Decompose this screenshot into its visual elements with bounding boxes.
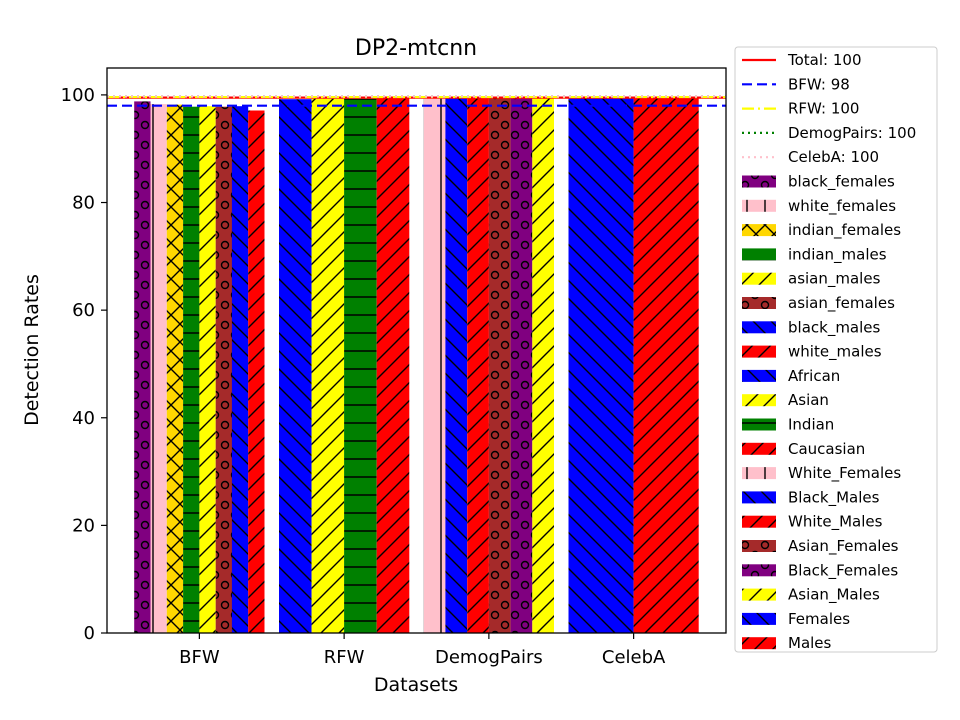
x-axis: BFW RFW DemogPairs CelebA bbox=[179, 633, 666, 668]
legend-label: indian_females bbox=[788, 221, 901, 240]
x-tick-label: DemogPairs bbox=[435, 647, 543, 668]
legend-label: asian_females bbox=[788, 294, 895, 313]
y-tick-label: 20 bbox=[72, 515, 95, 536]
bar-rfw-caucasian bbox=[376, 98, 410, 634]
legend-label: Asian bbox=[788, 391, 829, 409]
bar-demogpairs-asian-females bbox=[488, 97, 511, 634]
legend-swatch-african bbox=[742, 369, 776, 382]
legend-swatch-white-males bbox=[742, 515, 776, 528]
bar-demogpairs-black-males bbox=[445, 98, 468, 634]
bar-rfw-african bbox=[279, 99, 312, 633]
x-axis-label: Datasets bbox=[374, 674, 458, 696]
y-axis-label: Detection Rates bbox=[21, 274, 43, 426]
legend-swatch-asian-females bbox=[742, 297, 776, 309]
chart-title: DP2-mtcnn bbox=[355, 36, 477, 61]
legend-swatch-caucasian bbox=[742, 442, 776, 455]
bar-demogpairs-black-females bbox=[510, 97, 533, 634]
x-tick-label: CelebA bbox=[602, 647, 666, 668]
y-tick-label: 100 bbox=[61, 85, 95, 106]
legend-label: white_males bbox=[788, 343, 882, 362]
x-tick-label: BFW bbox=[179, 647, 220, 668]
bar-bfw-black-males bbox=[231, 106, 249, 633]
legend-label: RFW: 100 bbox=[788, 100, 859, 118]
legend-label: White_Females bbox=[788, 464, 901, 483]
legend-label: DemogPairs: 100 bbox=[788, 124, 916, 142]
bar-demogpairs-asian-males bbox=[532, 97, 554, 634]
bar-bfw-black-females bbox=[134, 101, 151, 633]
plot-area bbox=[106, 67, 727, 634]
legend-swatch-black-females bbox=[742, 564, 776, 577]
y-axis: 0 20 40 60 80 100 bbox=[61, 85, 107, 644]
bar-demogpairs-white-females bbox=[423, 98, 446, 633]
legend-label: indian_males bbox=[788, 245, 887, 264]
legend-label: White_Males bbox=[788, 513, 883, 532]
bar-bfw-asian-males bbox=[199, 106, 216, 633]
legend-label: Black_Males bbox=[788, 488, 880, 507]
legend-swatch-indian-females bbox=[742, 224, 776, 237]
legend-swatch-indian-males bbox=[742, 248, 776, 261]
legend-label: CelebA: 100 bbox=[788, 148, 879, 166]
legend-swatch-white-females bbox=[742, 467, 776, 480]
legend: Total: 100 BFW: 98 RFW: 100 DemogPairs: 100… bbox=[734, 46, 938, 653]
y-tick-label: 40 bbox=[72, 408, 95, 429]
legend-label: Total: 100 bbox=[787, 51, 861, 69]
plot-frame bbox=[106, 67, 727, 634]
legend-label: black_females bbox=[788, 173, 895, 192]
bar-rfw-asian bbox=[311, 98, 345, 633]
bar-demogpairs-white-males bbox=[467, 98, 489, 634]
legend-label: BFW: 98 bbox=[788, 75, 850, 93]
legend-label: Males bbox=[788, 634, 832, 652]
bar-bfw-indian-females bbox=[166, 104, 184, 634]
legend-swatch-males bbox=[742, 637, 776, 650]
legend-label: Indian bbox=[788, 416, 834, 434]
y-tick-label: 60 bbox=[72, 300, 95, 321]
legend-label: Asian_Males bbox=[788, 586, 880, 605]
legend-swatch-asian-males bbox=[742, 588, 776, 601]
legend-frame bbox=[734, 46, 938, 653]
x-tick-label: RFW bbox=[324, 647, 365, 668]
bar-bfw-asian-females bbox=[215, 106, 232, 633]
y-tick-label: 0 bbox=[84, 623, 95, 644]
legend-swatch-black-males bbox=[742, 491, 776, 504]
legend-label: African bbox=[788, 367, 840, 385]
y-tick-label: 80 bbox=[72, 193, 95, 214]
legend-swatch-indian bbox=[742, 418, 776, 431]
legend-label: black_males bbox=[788, 318, 881, 337]
legend-swatch-black-males bbox=[742, 321, 776, 334]
bar-celeba-females bbox=[568, 97, 634, 634]
bar-bfw-white-females bbox=[150, 104, 167, 634]
legend-swatch-females bbox=[742, 612, 776, 625]
legend-label: Asian_Females bbox=[788, 537, 899, 556]
bar-celeba-males bbox=[633, 97, 699, 634]
legend-label: Black_Females bbox=[788, 561, 898, 580]
legend-label: asian_males bbox=[788, 270, 881, 289]
bar-rfw-indian bbox=[344, 98, 377, 633]
bar-bfw-white-males bbox=[248, 110, 265, 633]
legend-swatch-white-females bbox=[742, 199, 776, 212]
legend-swatch-asian-females bbox=[742, 540, 776, 552]
legend-label: Caucasian bbox=[788, 440, 865, 458]
legend-swatch-black-females bbox=[742, 175, 776, 188]
legend-swatch-white-males bbox=[742, 345, 776, 358]
legend-label: white_females bbox=[788, 197, 896, 216]
legend-label: Females bbox=[788, 610, 850, 628]
legend-swatch-asian bbox=[742, 394, 776, 407]
bar-bfw-indian-males bbox=[183, 106, 200, 633]
legend-swatch-asian-males bbox=[742, 272, 776, 285]
